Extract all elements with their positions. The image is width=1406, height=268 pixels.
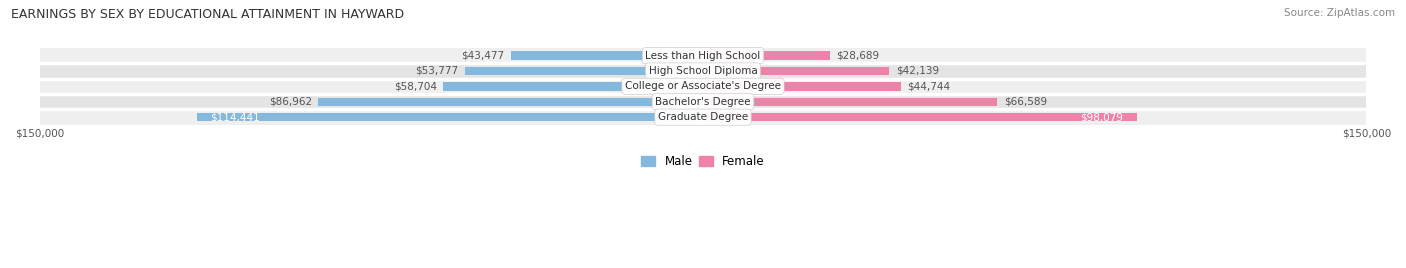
Bar (443, 82, 703, 91)
Text: $66,589: $66,589 (1004, 97, 1047, 107)
Bar (39, 63, 1367, 79)
Text: $58,704: $58,704 (394, 81, 437, 91)
Text: $98,079: $98,079 (1080, 112, 1123, 122)
Text: Less than High School: Less than High School (645, 51, 761, 61)
Legend: Male, Female: Male, Female (641, 155, 765, 168)
Bar (703, 113, 1137, 121)
Text: College or Associate's Degree: College or Associate's Degree (626, 81, 780, 91)
Text: $44,744: $44,744 (907, 81, 950, 91)
Bar (39, 109, 1367, 125)
Bar (39, 48, 1367, 63)
Text: $28,689: $28,689 (837, 51, 880, 61)
Bar (703, 82, 901, 91)
Bar (703, 51, 830, 60)
Text: Bachelor's Degree: Bachelor's Degree (655, 97, 751, 107)
Text: $43,477: $43,477 (461, 51, 505, 61)
Bar (465, 67, 703, 75)
Text: $86,962: $86,962 (269, 97, 312, 107)
Text: Graduate Degree: Graduate Degree (658, 112, 748, 122)
Text: $42,139: $42,139 (896, 66, 939, 76)
Bar (39, 79, 1367, 94)
Bar (197, 113, 703, 121)
Bar (318, 98, 703, 106)
Text: Source: ZipAtlas.com: Source: ZipAtlas.com (1284, 8, 1395, 18)
Bar (703, 98, 997, 106)
Bar (703, 67, 890, 75)
Text: $53,777: $53,777 (415, 66, 458, 76)
Text: High School Diploma: High School Diploma (648, 66, 758, 76)
Bar (510, 51, 703, 60)
Text: EARNINGS BY SEX BY EDUCATIONAL ATTAINMENT IN HAYWARD: EARNINGS BY SEX BY EDUCATIONAL ATTAINMEN… (11, 8, 405, 21)
Bar (39, 94, 1367, 109)
Text: $114,441: $114,441 (209, 112, 260, 122)
